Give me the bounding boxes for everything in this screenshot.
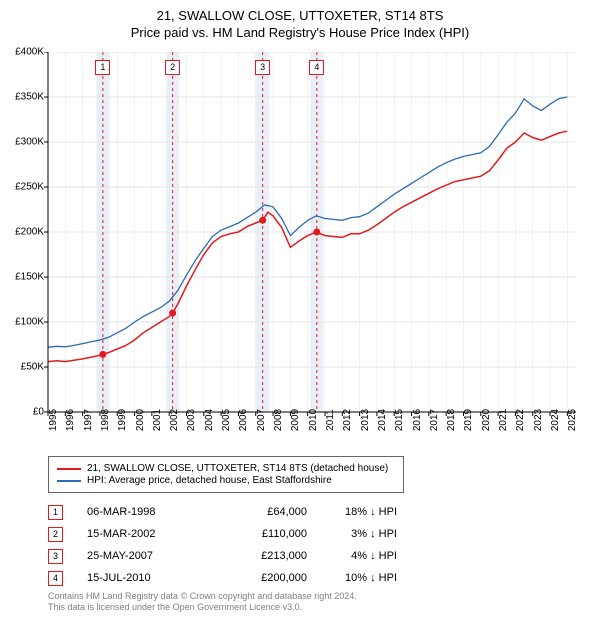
y-axis-label: £400K	[4, 47, 44, 58]
legend-label: HPI: Average price, detached house, East…	[87, 475, 332, 486]
table-row: 1 06-MAR-1998£64,00018% ↓ HPI	[48, 502, 397, 522]
y-axis-label: £300K	[4, 137, 44, 148]
chart-container: 21, SWALLOW CLOSE, UTTOXETER, ST14 8TS P…	[0, 0, 600, 620]
sale-marker-box: 3	[255, 60, 270, 75]
sale-marker-box: 2	[165, 60, 180, 75]
y-axis-label: £0	[4, 407, 44, 418]
chart-svg	[43, 52, 576, 417]
sale-marker-box: 1	[48, 505, 63, 520]
sale-diff-hpi: 10% ↓ HPI	[307, 572, 397, 584]
y-axis-label: £100K	[4, 317, 44, 328]
footer-line2: This data is licensed under the Open Gov…	[48, 602, 357, 614]
legend-row: 21, SWALLOW CLOSE, UTTOXETER, ST14 8TS (…	[57, 463, 395, 474]
footer: Contains HM Land Registry data © Crown c…	[48, 591, 357, 614]
y-axis-label: £200K	[4, 227, 44, 238]
title-subtitle: Price paid vs. HM Land Registry's House …	[0, 25, 600, 40]
sale-marker-box: 3	[48, 549, 63, 564]
title-block: 21, SWALLOW CLOSE, UTTOXETER, ST14 8TS P…	[0, 0, 600, 44]
sale-marker-box: 4	[48, 571, 63, 586]
sale-date: 25-MAY-2007	[87, 550, 217, 562]
sale-marker-box: 2	[48, 527, 63, 542]
legend-label: 21, SWALLOW CLOSE, UTTOXETER, ST14 8TS (…	[87, 463, 388, 474]
sale-diff-hpi: 3% ↓ HPI	[307, 528, 397, 540]
sale-price: £110,000	[217, 528, 307, 540]
sale-diff-hpi: 4% ↓ HPI	[307, 550, 397, 562]
table-row: 2 15-MAR-2002£110,0003% ↓ HPI	[48, 524, 397, 544]
sale-date: 15-JUL-2010	[87, 572, 217, 584]
chart-area: £0£50K£100K£150K£200K£250K£300K£350K£400…	[48, 52, 576, 412]
sale-price: £200,000	[217, 572, 307, 584]
table-row: 3 25-MAY-2007£213,0004% ↓ HPI	[48, 546, 397, 566]
y-axis-label: £50K	[4, 362, 44, 373]
legend-swatch	[57, 468, 81, 470]
y-axis-label: £350K	[4, 92, 44, 103]
sale-marker-box: 4	[309, 60, 324, 75]
sale-date: 06-MAR-1998	[87, 506, 217, 518]
sale-marker-box: 1	[95, 60, 110, 75]
title-address: 21, SWALLOW CLOSE, UTTOXETER, ST14 8TS	[0, 8, 600, 23]
legend-row: HPI: Average price, detached house, East…	[57, 475, 395, 486]
legend-swatch	[57, 480, 81, 482]
sale-diff-hpi: 18% ↓ HPI	[307, 506, 397, 518]
footer-line1: Contains HM Land Registry data © Crown c…	[48, 591, 357, 603]
legend: 21, SWALLOW CLOSE, UTTOXETER, ST14 8TS (…	[48, 456, 404, 493]
sale-price: £213,000	[217, 550, 307, 562]
y-axis-label: £150K	[4, 272, 44, 283]
sales-table: 1 06-MAR-1998£64,00018% ↓ HPI 2 15-MAR-2002…	[48, 502, 397, 590]
y-axis-label: £250K	[4, 182, 44, 193]
sale-price: £64,000	[217, 506, 307, 518]
table-row: 4 15-JUL-2010£200,00010% ↓ HPI	[48, 568, 397, 588]
sale-date: 15-MAR-2002	[87, 528, 217, 540]
